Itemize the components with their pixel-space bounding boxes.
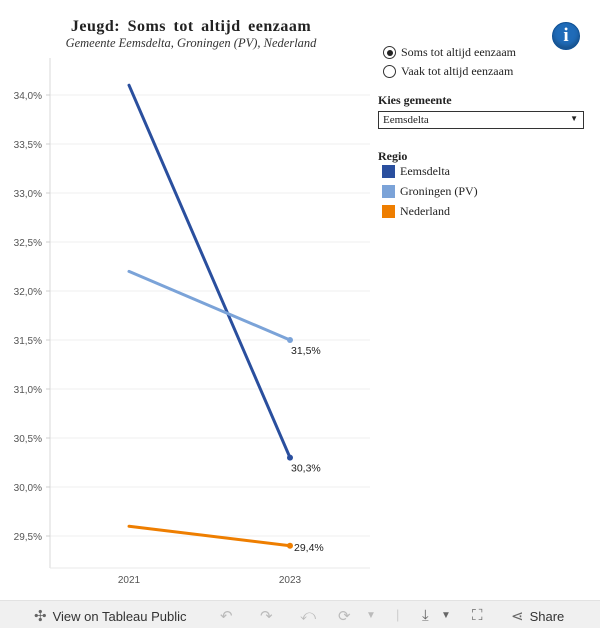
download-icon[interactable]: ⤓ — [422, 607, 429, 624]
tableau-logo-icon: ✣ — [34, 608, 47, 625]
caret-down-icon: ▼ — [570, 114, 578, 123]
legend-item-groningen[interactable]: Groningen (PV) — [382, 184, 478, 199]
gemeente-dropdown[interactable]: Eemsdelta ▼ — [378, 111, 584, 129]
info-icon[interactable]: i — [552, 22, 580, 50]
view-label: View on Tableau Public — [52, 608, 187, 624]
y-tick-label: 32,0% — [14, 287, 42, 298]
refresh-dropdown-icon[interactable]: ▼ — [366, 610, 376, 621]
data-labels: 30,3% 31,5% 29,4% — [291, 345, 324, 554]
y-tick-label: 32,5% — [14, 238, 42, 249]
radio-label-soms: Soms tot altijd eenzaam — [401, 45, 516, 59]
y-tick-label: 31,5% — [14, 336, 42, 347]
radio-soms[interactable]: Soms tot altijd eenzaam — [383, 45, 516, 60]
gemeente-value: Eemsdelta — [383, 114, 429, 126]
series-end-point[interactable] — [287, 337, 293, 343]
radio-button-vaak[interactable] — [383, 65, 396, 78]
data-label: 30,3% — [291, 463, 321, 475]
revert-icon[interactable]: ⤺ — [300, 607, 317, 624]
share-label: Share — [529, 608, 565, 624]
y-tick-label: 30,0% — [14, 483, 42, 494]
series-end-point[interactable] — [287, 542, 293, 549]
legend-item-nederland[interactable]: Nederland — [382, 204, 450, 219]
y-tick-label: 30,5% — [14, 434, 42, 445]
line-chart: 29,5% 30,0% 30,5% 31,0% 31,5% 32,0% 32,5% 33,0%… — [14, 58, 370, 586]
legend-swatch — [382, 185, 395, 198]
radio-label-vaak: Vaak tot altijd eenzaam — [401, 64, 514, 78]
redo-icon[interactable]: ↷ — [260, 608, 273, 625]
data-label: 29,4% — [294, 542, 324, 554]
toolbar-divider: | — [396, 607, 400, 622]
download-dropdown-icon[interactable]: ▼ — [441, 610, 451, 621]
series-line[interactable] — [127, 524, 292, 548]
legend-label: Eemsdelta — [400, 164, 450, 178]
fullscreen-icon[interactable]: ⛶ — [472, 607, 483, 624]
series-line[interactable] — [127, 269, 292, 342]
chart-title: Jeugd: Soms tot altijd eenzaam — [70, 18, 312, 35]
x-tick-label: 2023 — [279, 575, 302, 586]
y-tick-label: 34,0% — [14, 91, 42, 102]
legend-label: Groningen (PV) — [400, 184, 478, 198]
radio-button-soms[interactable] — [383, 46, 396, 59]
legend-label: Nederland — [400, 204, 450, 218]
tableau-toolbar: ✣ View on Tableau Public ↶ ↷ ⤺ ⟳ ▼ | ⤓ ▼… — [0, 600, 600, 628]
legend-item-eemsdelta[interactable]: Eemsdelta — [382, 164, 450, 179]
legend-swatch — [382, 205, 395, 218]
legend-title: Regio — [378, 149, 408, 163]
refresh-icon[interactable]: ⟳ — [338, 608, 351, 625]
radio-vaak[interactable]: Vaak tot altijd eenzaam — [383, 64, 513, 79]
y-tick-label: 31,0% — [14, 385, 42, 396]
x-tick-label: 2021 — [118, 575, 141, 586]
series-line[interactable] — [127, 83, 292, 460]
undo-icon[interactable]: ↶ — [220, 608, 233, 625]
y-axis: 29,5% 30,0% 30,5% 31,0% 31,5% 32,0% 32,5% 33,0%… — [14, 58, 51, 568]
x-axis: 2021 2023 — [50, 567, 370, 586]
gemeente-label: Kies gemeente — [378, 93, 452, 107]
view-on-tableau-button[interactable]: ✣ View on Tableau Public — [34, 607, 187, 625]
series-lines — [127, 83, 293, 549]
share-button[interactable]: ⋖ Share — [511, 607, 564, 625]
data-label: 31,5% — [291, 345, 321, 357]
y-tick-label: 29,5% — [14, 532, 42, 543]
series-end-point[interactable] — [287, 454, 293, 461]
y-tick-label: 33,0% — [14, 189, 42, 200]
chart-subtitle: Gemeente Eemsdelta, Groningen (PV), Nede… — [65, 36, 317, 50]
legend-swatch — [382, 165, 395, 178]
y-tick-label: 33,5% — [14, 140, 42, 151]
share-icon: ⋖ — [511, 608, 524, 625]
gridlines — [50, 94, 370, 537]
